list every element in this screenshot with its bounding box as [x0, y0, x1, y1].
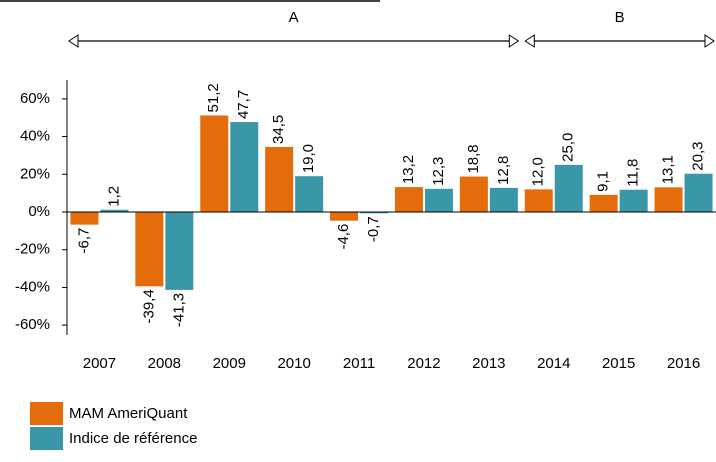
bar — [200, 115, 229, 212]
y-tick-label: 0% — [28, 203, 50, 220]
bar — [554, 164, 583, 212]
annotation: B — [615, 9, 625, 26]
y-tick-label: 40% — [20, 128, 50, 145]
value-label: -41,3 — [170, 293, 187, 327]
x-tick-label: 2011 — [343, 355, 375, 372]
arrow-head — [508, 34, 520, 48]
arrow-head — [68, 34, 79, 48]
legend-swatch — [30, 427, 63, 450]
value-label: 34,5 — [270, 115, 287, 144]
bar — [70, 212, 99, 225]
bar — [394, 187, 423, 212]
value-label: 13,2 — [400, 155, 417, 184]
bar — [330, 212, 359, 221]
value-label: 12,0 — [530, 157, 547, 186]
bar — [265, 146, 294, 212]
legend-label: MAM AmeriQuant — [69, 405, 188, 422]
x-tick-label: 2014 — [537, 355, 570, 372]
value-label: 12,8 — [495, 156, 512, 185]
x-tick-label: 2016 — [667, 355, 700, 372]
bar — [524, 189, 553, 212]
value-label: 12,3 — [430, 157, 447, 186]
bar — [589, 194, 618, 212]
bar — [360, 212, 389, 214]
legend-label: Indice de référence — [69, 430, 197, 447]
x-tick-label: 2009 — [213, 355, 246, 372]
value-label: -6,7 — [75, 228, 92, 254]
value-label: 51,2 — [205, 83, 222, 112]
x-tick-label: 2012 — [407, 355, 440, 372]
legend-swatch — [30, 402, 63, 425]
arrow-head — [524, 34, 535, 48]
value-label: 25,0 — [560, 133, 577, 162]
annotation: A — [289, 9, 299, 26]
y-tick-label: 20% — [20, 165, 50, 182]
value-label: 9,1 — [595, 171, 612, 192]
value-label: 47,7 — [235, 90, 252, 119]
value-label: 18,8 — [465, 144, 482, 173]
x-tick-label: 2010 — [277, 355, 310, 372]
bar — [230, 122, 259, 212]
value-label: 1,2 — [105, 186, 122, 207]
value-label: 20,3 — [690, 142, 707, 171]
value-label: 19,0 — [300, 144, 317, 173]
value-label: 11,8 — [625, 159, 642, 187]
bar — [489, 187, 518, 212]
x-tick-label: 2013 — [472, 355, 505, 372]
x-tick-label: 2015 — [602, 355, 635, 372]
bar — [135, 212, 164, 287]
value-label: -4,6 — [335, 224, 352, 250]
bar — [619, 189, 648, 212]
value-label: 13,1 — [660, 155, 677, 184]
y-tick-label: -20% — [15, 241, 50, 258]
bar — [684, 173, 713, 212]
y-tick-label: -40% — [15, 278, 50, 295]
arrow-head — [704, 34, 715, 48]
bar — [424, 188, 453, 212]
bar — [654, 187, 683, 212]
value-label: -0,7 — [365, 216, 382, 242]
x-tick-label: 2008 — [148, 355, 181, 372]
bar — [295, 176, 324, 212]
y-tick-label: 60% — [20, 90, 50, 107]
x-tick-label: 2007 — [83, 355, 116, 372]
y-tick-label: -60% — [15, 316, 50, 333]
bar — [165, 212, 194, 290]
value-label: -39,4 — [140, 289, 157, 323]
bar — [459, 176, 488, 212]
bar — [100, 209, 129, 212]
